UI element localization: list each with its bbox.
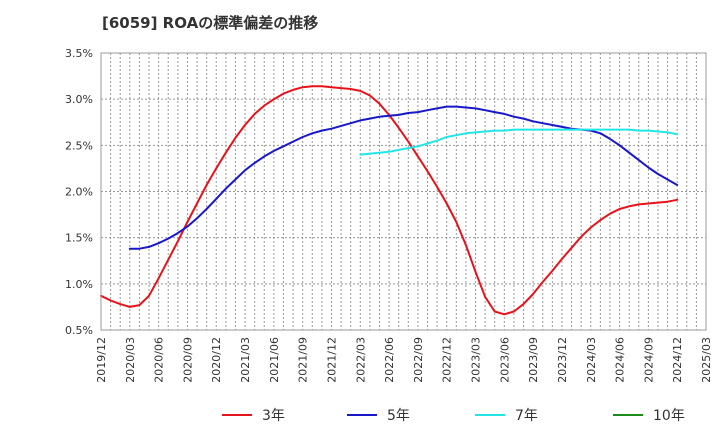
y-tick-label: 0.5% [65,324,93,337]
y-tick-label: 1.0% [65,278,93,291]
x-tick-label: 2024/03 [585,337,598,383]
x-tick-label: 2022/03 [354,337,367,383]
chart-title: [6059] ROAの標準偏差の推移 [102,14,319,32]
legend-label: 10年 [653,408,685,424]
legend-label: 5年 [387,408,410,424]
x-tick-label: 2020/09 [181,337,194,383]
x-tick-label: 2023/09 [527,337,540,383]
legend: 3年 5年 7年 10年 [222,408,685,424]
legend-label: 3年 [262,408,285,424]
x-tick-label: 2021/09 [297,337,310,383]
x-tick-label: 2022/09 [412,337,425,383]
plot-area-frame [100,52,707,331]
x-tick-label: 2019/12 [95,337,108,383]
series-line-7年 [359,128,679,156]
series-lines [100,85,679,316]
x-tick-label: 2021/03 [239,337,252,383]
y-tick-label: 3.5% [65,47,93,60]
x-tick-label: 2023/12 [556,337,569,383]
y-tick-label: 2.5% [65,139,93,152]
y-axis-ticks: 3.5% 3.0% 2.5% 2.0% 1.5% 1.0% 0.5% [65,47,93,337]
x-tick-label: 2024/12 [671,337,684,383]
x-tick-label: 2023/06 [498,337,511,383]
y-tick-label: 1.5% [65,232,93,245]
y-tick-label: 2.0% [65,186,93,199]
x-tick-label: 2024/09 [642,337,655,383]
x-axis-ticks: 2019/12 2020/03 2020/06 2020/09 2020/12 2021/… [95,337,713,383]
x-tick-label: 2021/06 [268,337,281,383]
y-tick-label: 3.0% [65,93,93,106]
x-tick-label: 2023/03 [470,337,483,383]
x-tick-label: 2021/12 [325,337,338,383]
x-tick-label: 2020/12 [210,337,223,383]
x-tick-label: 2025/03 [700,337,713,383]
x-tick-label: 2022/06 [383,337,396,383]
x-tick-label: 2022/12 [441,337,454,383]
x-tick-label: 2024/06 [614,337,627,383]
legend-label: 7年 [515,408,538,424]
series-line-3年 [100,85,679,316]
x-tick-label: 2020/03 [124,337,137,383]
x-tick-label: 2020/06 [153,337,166,383]
grid-lines [100,52,707,331]
